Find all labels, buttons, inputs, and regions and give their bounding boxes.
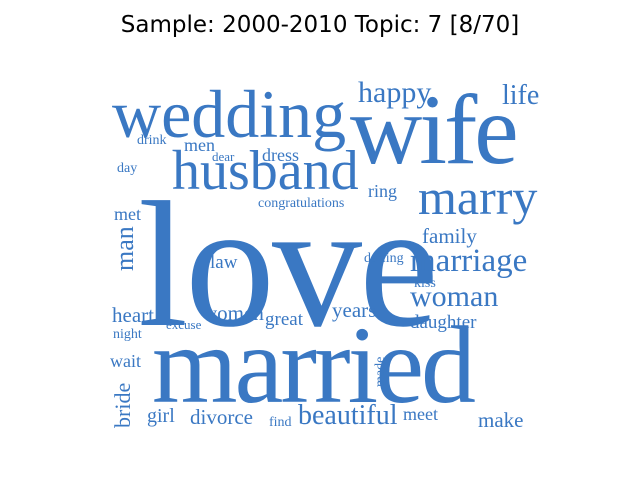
word-drink: drink	[137, 133, 167, 148]
word-divorce: divorce	[190, 405, 253, 429]
word-make: make	[478, 408, 524, 432]
word-meet: meet	[403, 404, 438, 424]
word-congratulations: congratulations	[258, 196, 345, 211]
word-marry: marry	[418, 169, 538, 225]
figure-title: Sample: 2000-2010 Topic: 7 [8/70]	[120, 12, 520, 38]
word-wife: wife	[350, 74, 519, 185]
word-find: find	[269, 415, 292, 430]
word-ring: ring	[368, 181, 397, 201]
word-made: made	[373, 356, 388, 388]
word-met: met	[114, 204, 141, 224]
word-girl: girl	[147, 405, 175, 427]
word-love: love	[138, 165, 439, 364]
word-kiss: kiss	[414, 276, 436, 291]
word-wedding: wedding	[112, 76, 347, 152]
word-married: married	[152, 304, 476, 426]
word-daughter: daughter	[410, 312, 477, 333]
word-excuse: excuse	[166, 317, 202, 332]
word-years: years	[332, 298, 377, 322]
word-law: law	[210, 252, 238, 273]
word-night: night	[113, 327, 142, 342]
word-marriage: marriage	[410, 243, 528, 279]
word-woman: woman	[410, 280, 499, 313]
word-day: day	[117, 161, 138, 176]
word-man: man	[110, 226, 139, 272]
word-happy: happy	[358, 76, 432, 109]
word-wait: wait	[110, 351, 141, 371]
word-beautiful: beautiful	[298, 400, 398, 431]
word-dear: dear	[212, 149, 235, 164]
word-heart: heart	[112, 303, 154, 327]
word-men: men	[184, 135, 215, 155]
word-dress: dress	[262, 145, 299, 165]
word-husband: husband	[172, 140, 359, 202]
word-darling: darling	[364, 251, 404, 266]
word-family: family	[422, 224, 477, 248]
word-bride: bride	[110, 382, 135, 428]
word-women: women	[202, 301, 264, 325]
word-great: great	[265, 309, 303, 330]
word-life: life	[502, 80, 540, 111]
